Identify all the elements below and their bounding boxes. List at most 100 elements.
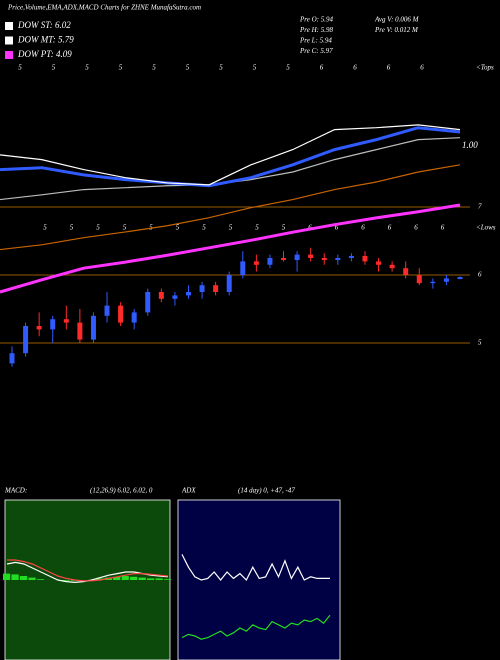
low-marker: 6 xyxy=(414,224,418,232)
low-marker: 5 xyxy=(229,224,233,232)
legend-label: DOW PT: 4.09 xyxy=(17,49,72,59)
candle-body xyxy=(348,255,354,258)
histogram-bar xyxy=(96,578,104,580)
candle-body xyxy=(308,254,314,258)
info-text: Pre H: 5.98 xyxy=(299,26,333,34)
histogram-bar xyxy=(147,578,155,580)
candle-body xyxy=(267,258,273,265)
candle-body xyxy=(389,264,395,269)
top-marker: 5 xyxy=(152,64,156,72)
candle-body xyxy=(199,285,205,292)
legend-swatch xyxy=(5,51,13,59)
line-series xyxy=(0,164,461,251)
histogram-bar xyxy=(28,577,36,580)
candle-body xyxy=(416,275,422,284)
low-marker: 6 xyxy=(388,224,392,232)
top-marker: 5 xyxy=(119,64,123,72)
top-marker: 5 xyxy=(52,64,56,72)
candle-body xyxy=(321,258,327,261)
candle-body xyxy=(90,315,96,340)
histogram-bar xyxy=(36,579,45,580)
line-series xyxy=(0,203,461,294)
tops-label: <Tops xyxy=(476,64,494,72)
legend-swatch xyxy=(5,22,13,30)
top-marker: 5 xyxy=(219,64,223,72)
legend-swatch xyxy=(5,36,13,45)
candle-body xyxy=(131,312,137,323)
line-series xyxy=(7,559,169,582)
info-text: Pre L: 5.94 xyxy=(299,37,332,45)
candle-body xyxy=(403,268,409,275)
candle-body xyxy=(172,295,178,299)
line-series xyxy=(181,614,331,640)
low-marker: 5 xyxy=(123,224,127,232)
y-tick-label: 7 xyxy=(478,203,482,211)
panel-title: MACD: xyxy=(4,487,27,495)
candle-body xyxy=(50,319,56,330)
candle-body xyxy=(9,353,15,364)
candle-body xyxy=(185,292,191,296)
low-marker: 6 xyxy=(361,224,365,232)
histogram-bar xyxy=(11,574,19,580)
lows-label: <Lows xyxy=(476,224,496,232)
panel-title: ADX xyxy=(181,487,196,495)
candle-body xyxy=(281,258,287,261)
low-marker: 5 xyxy=(70,224,74,232)
info-text: Avg V: 0.006 M xyxy=(374,16,420,24)
histogram-bar xyxy=(2,573,11,580)
candle-body xyxy=(457,277,463,280)
chart-title: Price,Volume,EMA,ADX,MACD Charts for ZHN… xyxy=(7,4,201,12)
histogram-bar xyxy=(19,576,28,580)
panel-subtitle: (12,26,9) 6.02, 6.02, 0 xyxy=(90,487,153,495)
panel-subtitle: (14 day) 0, +47, -47 xyxy=(238,487,295,495)
histogram-bar xyxy=(163,579,172,580)
info-text: Pre C: 5.97 xyxy=(299,47,333,55)
top-marker: 5 xyxy=(286,64,290,72)
candle-body xyxy=(213,285,219,292)
low-marker: 5 xyxy=(176,224,180,232)
histogram-bar xyxy=(121,576,129,580)
top-marker: 6 xyxy=(387,64,391,72)
line-series xyxy=(181,554,330,582)
top-marker: 6 xyxy=(320,64,324,72)
low-marker: 5 xyxy=(255,224,259,232)
candle-body xyxy=(226,275,232,292)
candle-body xyxy=(158,292,164,299)
y-tick-label: 6 xyxy=(478,271,482,279)
candle-body xyxy=(63,319,69,323)
top-marker: 5 xyxy=(253,64,257,72)
info-text: Pre V: 0.012 M xyxy=(374,26,419,34)
line-series xyxy=(0,124,461,186)
candle-body xyxy=(118,305,124,323)
candle-body xyxy=(376,261,382,265)
candle-body xyxy=(430,281,436,284)
top-marker: 6 xyxy=(353,64,357,72)
low-marker: 5 xyxy=(202,224,206,232)
histogram-bar xyxy=(155,578,163,580)
low-marker: 5 xyxy=(43,224,47,232)
top-marker: 5 xyxy=(85,64,89,72)
line-series xyxy=(0,137,461,201)
candle-body xyxy=(23,326,29,354)
line-series xyxy=(0,126,461,188)
candle-body xyxy=(335,258,341,261)
low-marker: 6 xyxy=(441,224,445,232)
candle-body xyxy=(36,326,42,330)
candle-body xyxy=(294,254,300,261)
candle-body xyxy=(145,292,151,313)
info-text: Pre O: 5.94 xyxy=(299,16,333,24)
low-marker: 5 xyxy=(282,224,286,232)
top-marker: 5 xyxy=(18,64,22,72)
candle-body xyxy=(253,261,259,265)
histogram-bar xyxy=(62,580,70,581)
y-tick-label: 5 xyxy=(478,339,482,347)
candle-body xyxy=(77,322,83,340)
y2-tick-label: 1.00 xyxy=(462,140,478,150)
histogram-bar xyxy=(113,576,121,580)
histogram-bar xyxy=(130,576,138,580)
top-marker: 5 xyxy=(186,64,190,72)
candle-body xyxy=(362,255,368,262)
candle-body xyxy=(443,278,449,282)
